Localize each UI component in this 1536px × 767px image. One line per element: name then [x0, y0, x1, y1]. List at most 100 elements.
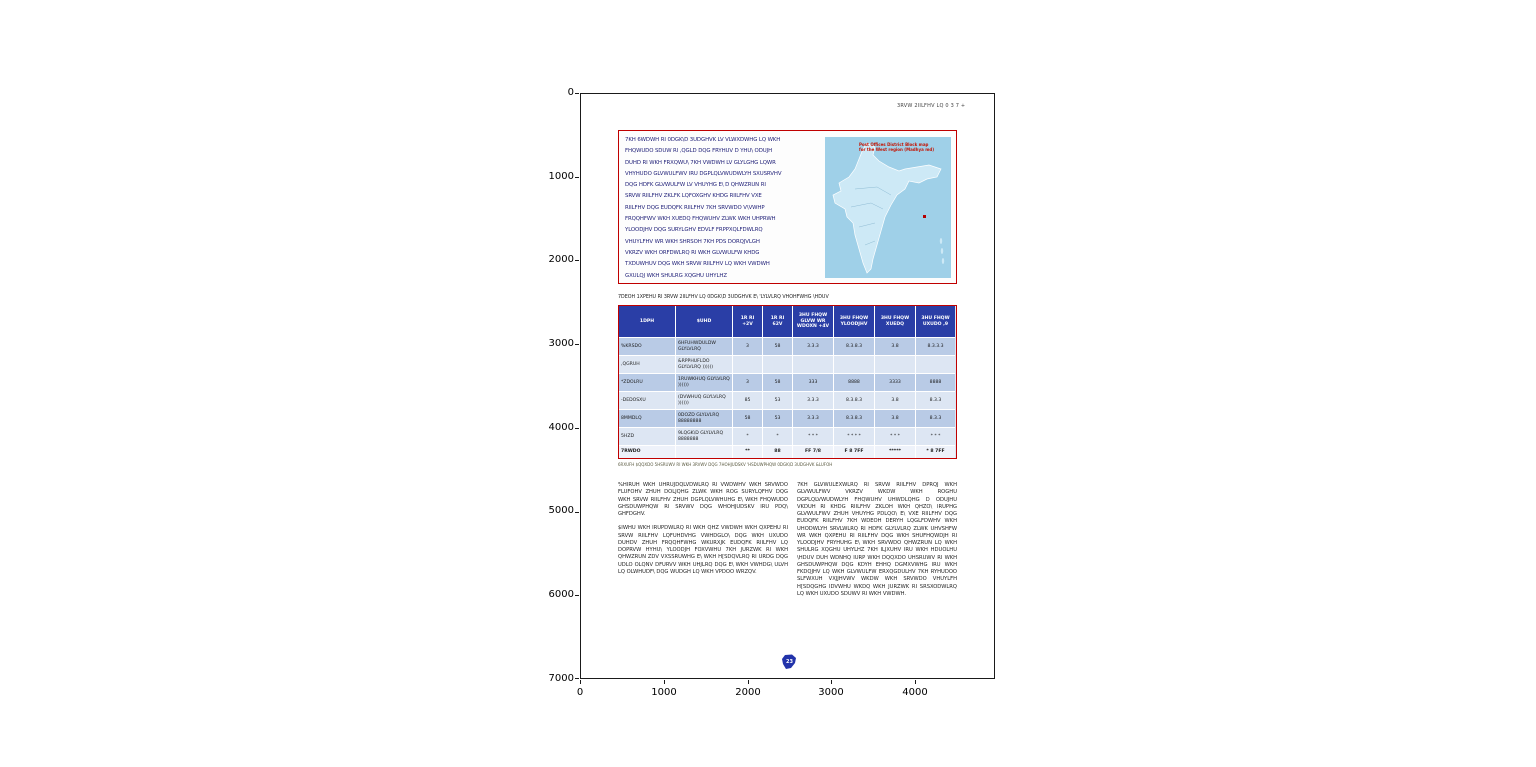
- row-name-cell: ,QGRUH: [619, 355, 675, 373]
- y-tick-mark: [575, 678, 579, 679]
- intro-text-line: TXDUWHUV DQG WKH SRVW RIILFHV LQ WKH VWD…: [625, 261, 770, 268]
- map-title-line: Post Offices District Block map: [859, 142, 929, 147]
- map-title: Post Offices District Block map for the …: [859, 142, 949, 152]
- value-cell: [915, 355, 955, 373]
- x-tick-label: 4000: [902, 687, 928, 698]
- table-header-row: 1DPH $UHD 1R RI +2V 1R RI 62V 3HU FHQW G…: [619, 306, 956, 337]
- value-cell: [833, 355, 874, 373]
- value-cell: [732, 355, 762, 373]
- row-name-cell: 5HZD: [619, 427, 675, 445]
- row-desc-cell: 9LQGK\D GLYLVLRQ 8888888: [675, 427, 732, 445]
- intro-text-line: FHQWUDO SDUW RI ,QGLD DQG FRYHUV D YHU\ …: [625, 148, 773, 155]
- page-header-text: 3RVW 2IILFHV LQ 0 3 7 +: [897, 103, 966, 109]
- value-cell: 8.3.8.3: [833, 409, 874, 427]
- row-desc-cell: (DVWHUQ GLYLVLRQ )))))): [675, 391, 732, 409]
- x-tick-mark: [831, 680, 832, 684]
- row-name-cell: *ZDOLRU: [619, 373, 675, 391]
- y-tick-mark: [575, 512, 579, 513]
- document-page: 3RVW 2IILFHV LQ 0 3 7 + 7KH 6WDWH RI 0DG…: [580, 93, 995, 679]
- value-cell: 8888: [833, 373, 874, 391]
- row-name-cell: 8MMDLQ: [619, 409, 675, 427]
- value-cell: 8.3.3: [915, 391, 955, 409]
- table-header-cell: 3HU FHQW YLOODJHV: [833, 306, 874, 337]
- post-offices-table: 1DPH $UHD 1R RI +2V 1R RI 62V 3HU FHQW G…: [618, 305, 957, 459]
- table-header-cell: 1R RI 62V: [762, 306, 792, 337]
- value-cell: 88: [762, 445, 792, 458]
- row-name-cell: -DEDOSXU: [619, 391, 675, 409]
- value-cell: 8.3.8.3: [833, 337, 874, 355]
- x-tick-label: 0: [576, 687, 584, 698]
- table-row: 5HZD 9LQGK\D GLYLVLRQ 8888888 * * * * * …: [619, 427, 956, 445]
- y-tick-mark: [575, 177, 579, 178]
- value-cell: F 8 7FF: [833, 445, 874, 458]
- y-tick-mark: [575, 344, 579, 345]
- intro-box: 7KH 6WDWH RI 0DGK\D 3UDGHVK LV VLWXDWHG …: [618, 130, 957, 284]
- table-row: ,QGRUH &RPPHUFLDO GLYLVLRQ )))))): [619, 355, 956, 373]
- intro-text-line: VHYHUDO GLVWULFWV IRU DGPLQLVWUDWLYH SXU…: [625, 170, 782, 177]
- value-cell: 3333: [874, 373, 915, 391]
- table-header-cell: 3HU FHQW XUEDQ: [874, 306, 915, 337]
- x-tick-label: 1000: [651, 687, 677, 698]
- body-left-column: %HIRUH WKH UHRUJDQLVDWLRQ RI VWDWHV WKH …: [618, 482, 788, 583]
- value-cell: *: [732, 427, 762, 445]
- india-map-graphic: [825, 137, 951, 278]
- row-desc-cell: [675, 445, 732, 458]
- value-cell: 3: [732, 337, 762, 355]
- value-cell: 53: [762, 409, 792, 427]
- y-tick-mark: [575, 93, 579, 94]
- table-row: *ZDOLRU 1RUWKHUQ GLYLVLRQ )))))) 3 58 33…: [619, 373, 956, 391]
- value-cell: 58: [762, 337, 792, 355]
- value-cell: * * *: [874, 427, 915, 445]
- row-desc-cell: 6HFUHWDULDW GLYLVLRQ: [675, 337, 732, 355]
- value-cell: *: [762, 427, 792, 445]
- intro-text-line: FRQQHFWV WKH XUEDQ FHQWUHV ZLWK WKH UHPR…: [625, 216, 776, 223]
- row-desc-cell: 0DOZD GLYLVLRQ 88888888: [675, 409, 732, 427]
- table-row: %KRSDO 6HFUHWDULDW GLYLVLRQ 3 58 3.3.3 8…: [619, 337, 956, 355]
- value-cell: 8.3.3: [915, 409, 955, 427]
- y-tick-label: 7000: [548, 673, 574, 684]
- y-tick-label: 4000: [548, 422, 574, 433]
- value-cell: * * *: [915, 427, 955, 445]
- table-header-cell: 1DPH: [619, 306, 675, 337]
- table-row: 8MMDLQ 0DOZD GLYLVLRQ 88888888 58 53 3.3…: [619, 409, 956, 427]
- value-cell: *****: [874, 445, 915, 458]
- intro-text-line: VHUYLFHV WR WKH SHRSOH 7KH PDS DORQJVLGH: [625, 238, 760, 245]
- value-cell: 3.8: [874, 391, 915, 409]
- map-marker: [923, 215, 926, 218]
- value-cell: 3.3.3: [792, 409, 833, 427]
- y-tick-label: 0: [567, 87, 574, 98]
- value-cell: 8.3.8.3: [833, 391, 874, 409]
- y-tick-label: 6000: [548, 589, 574, 600]
- intro-text-line: DUHD RI WKH FRXQWU\ 7KH VWDWH LV GLYLGHG…: [625, 159, 776, 166]
- value-cell: [874, 355, 915, 373]
- y-tick-label: 2000: [548, 254, 574, 265]
- table-header-cell: 1R RI +2V: [732, 306, 762, 337]
- footer-stamp: 23: [781, 654, 798, 671]
- intro-text-line: YLOODJHV DQG SURYLGHV EDVLF FRPPXQLFDWLR…: [625, 227, 763, 234]
- value-cell: 8888: [915, 373, 955, 391]
- table-header-cell: 3HU FHQW GLVW WR WDOXN +4V: [792, 306, 833, 337]
- value-cell: 53: [762, 391, 792, 409]
- intro-text-line: RIILFHV DQG EUDQFK RIILFHV 7KH SRVWDO V\…: [625, 204, 765, 211]
- y-tick-label: 5000: [548, 505, 574, 516]
- table-source-note: 6RXUFH $QQXDO 5HSRUWV RI WKH 3RVWV DQG 7…: [618, 462, 833, 467]
- value-cell: FF 7/8: [792, 445, 833, 458]
- paragraph: 7KH GLVWULEXWLRQ RI SRVW RIILFHV DPRQJ W…: [797, 482, 957, 597]
- intro-text-line: VKRZV WKH ORFDWLRQ RI WKH GLVWULFW KHDG: [625, 249, 760, 256]
- intro-text-line: GXULQJ WKH SHULRG XQGHU UHYLHZ: [625, 272, 727, 279]
- table-total-row: 7RWDO ** 88 FF 7/8 F 8 7FF ***** * 8 7FF: [619, 445, 956, 458]
- india-map: Post Offices District Block map for the …: [825, 137, 951, 278]
- value-cell: 3.3.3: [792, 391, 833, 409]
- map-title-line: for the West region (Madhya md): [859, 147, 935, 152]
- value-cell: [762, 355, 792, 373]
- value-cell: * 8 7FF: [915, 445, 955, 458]
- value-cell: 8.3.3.3: [915, 337, 955, 355]
- table-row: -DEDOSXU (DVWHUQ GLYLVLRQ )))))) 85 53 3…: [619, 391, 956, 409]
- row-name-cell: %KRSDO: [619, 337, 675, 355]
- value-cell: 3.8: [874, 409, 915, 427]
- row-desc-cell: 1RUWKHUQ GLYLVLRQ )))))): [675, 373, 732, 391]
- value-cell: 3: [732, 373, 762, 391]
- y-tick-label: 3000: [548, 338, 574, 349]
- footer-stamp-number: 23: [786, 659, 793, 665]
